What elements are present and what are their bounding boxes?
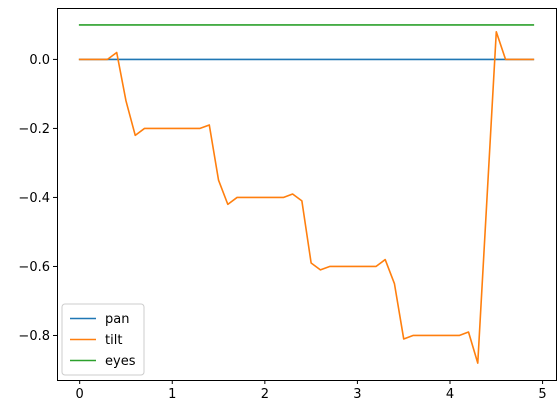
x-tick-label: 0 bbox=[76, 387, 84, 402]
x-tick-label: 3 bbox=[353, 387, 361, 402]
x-tick-label: 2 bbox=[261, 387, 269, 402]
legend: pan tilt eyes bbox=[61, 303, 145, 376]
x-tick-label: 5 bbox=[538, 387, 546, 402]
legend-label-eyes: eyes bbox=[105, 354, 136, 369]
legend-box bbox=[61, 303, 145, 376]
series-layer bbox=[78, 24, 535, 364]
y-tick-label: −0.4 bbox=[18, 191, 50, 206]
legend-label-tilt: tilt bbox=[105, 333, 122, 348]
y-tick-label: −0.6 bbox=[18, 260, 50, 275]
x-tick-label: 1 bbox=[168, 387, 176, 402]
x-tick-label: 4 bbox=[446, 387, 454, 402]
axes-frame bbox=[57, 8, 557, 381]
y-tick-label: −0.8 bbox=[18, 329, 50, 344]
y-tick-label: −0.2 bbox=[18, 122, 50, 137]
y-tick-label: 0.0 bbox=[29, 53, 50, 68]
legend-label-pan: pan bbox=[105, 312, 129, 327]
x-axis: 0 1 2 3 4 5 bbox=[76, 380, 547, 402]
series-line-tilt bbox=[78, 31, 535, 364]
y-axis: 0.0 −0.2 −0.4 −0.6 −0.8 bbox=[18, 53, 57, 344]
